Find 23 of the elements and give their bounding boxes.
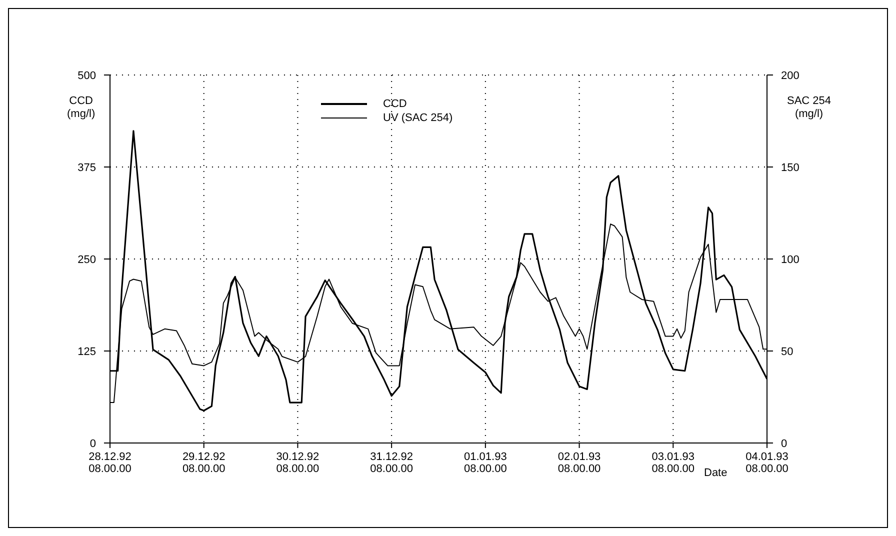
x-tick-label: 02.01.93 08.00.00 [558,451,601,475]
x-tick-label: 01.01.93 08.00.00 [464,451,507,475]
x-tick-label: 29.12.92 08.00.00 [182,451,226,475]
x-axis-title: Date [704,467,728,480]
legend-label: CCD [383,97,407,111]
y2-tick-label: 100 [781,254,800,266]
legend-label: UV (SAC 254) [383,111,453,125]
y-tick-label: 125 [78,346,96,358]
y2-axis-title: SAC 254 (mg/l) [787,95,832,121]
y-tick-label: 250 [78,254,96,266]
y-axis-title: CCD (mg/l) [67,95,96,121]
y-tick-label: 0 [90,438,96,450]
y-tick-label: 500 [78,70,96,82]
x-tick-label: 03.01.93 08.00.00 [652,451,695,475]
x-tick-label: 31.12.92 08.00.00 [370,451,413,475]
y2-tick-label: 150 [781,162,800,174]
y-tick-label: 375 [78,162,96,174]
y2-tick-label: 50 [781,346,794,358]
y2-tick-label: 0 [781,438,788,450]
y2-tick-label: 200 [781,70,800,82]
x-tick-label: 28.12.92 08.00.00 [88,451,132,475]
x-tick-label: 04.01.93 08.00.00 [746,451,788,475]
x-tick-label: 30.12.92 08.00.00 [276,451,320,475]
